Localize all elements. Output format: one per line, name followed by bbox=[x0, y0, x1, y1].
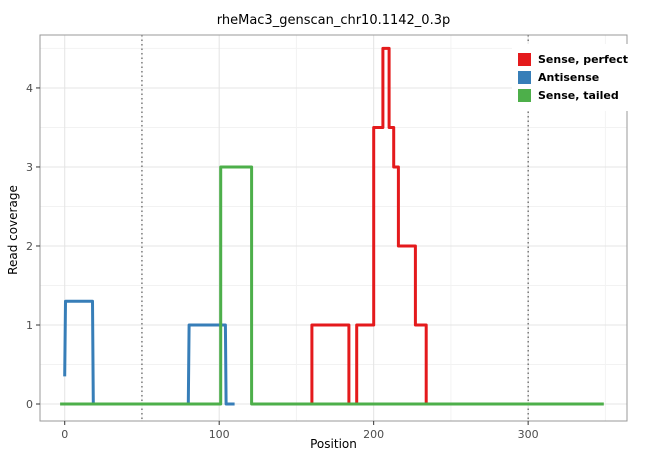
x-tick-label: 100 bbox=[209, 428, 230, 441]
legend-label: Sense, tailed bbox=[537, 89, 619, 102]
x-tick-label: 0 bbox=[61, 428, 68, 441]
legend-entry-sense-tailed: Sense, tailed bbox=[517, 89, 628, 102]
legend-entry-sense-perfect: Sense, perfect bbox=[517, 53, 628, 66]
x-axis-label: Position bbox=[310, 437, 357, 451]
legend-label: Sense, perfect bbox=[537, 53, 628, 66]
y-tick-label: 1 bbox=[26, 319, 33, 332]
x-tick-label: 300 bbox=[518, 428, 539, 441]
legend-label: Antisense bbox=[537, 71, 600, 84]
y-tick-label: 3 bbox=[26, 161, 33, 174]
y-axis-label: Read coverage bbox=[6, 185, 20, 275]
y-tick-label: 2 bbox=[26, 240, 33, 253]
series-line-sense-tailed bbox=[60, 165, 604, 406]
chart-title: rheMac3_genscan_chr10.1142_0.3p bbox=[216, 13, 451, 28]
series-line-sense-perfect bbox=[296, 46, 434, 406]
legend-swatch-sense-tailed bbox=[517, 89, 531, 102]
legend-swatch-sense-perfect bbox=[517, 53, 531, 66]
legend-entry-antisense: Antisense bbox=[517, 71, 628, 84]
x-tick-label: 200 bbox=[363, 428, 384, 441]
y-tick-label: 0 bbox=[26, 398, 33, 411]
panel-border bbox=[39, 34, 628, 422]
legend-swatch-antisense bbox=[517, 71, 531, 84]
legend: Sense, perfect Antisense Sense, tailed bbox=[511, 44, 636, 111]
y-tick-label: 4 bbox=[26, 82, 33, 95]
